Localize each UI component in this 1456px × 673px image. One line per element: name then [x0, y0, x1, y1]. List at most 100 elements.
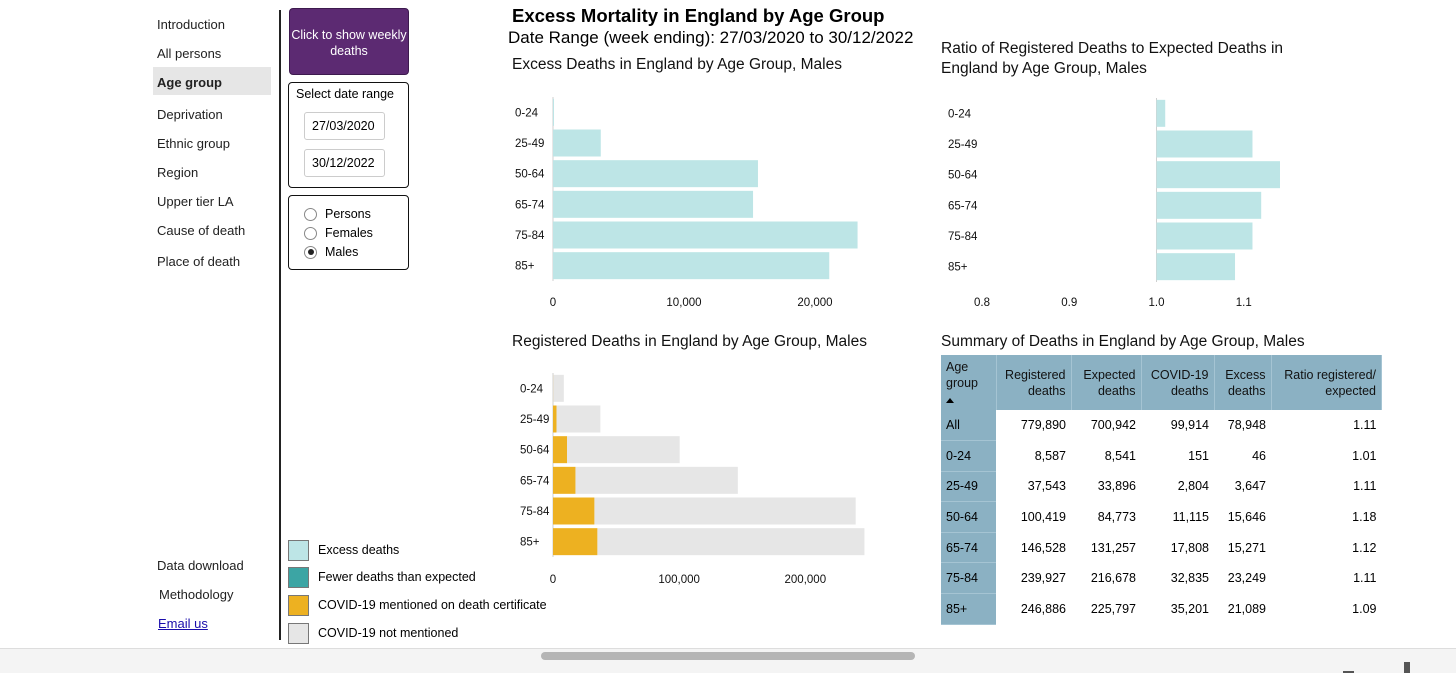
x-tick-label: 200,000 [785, 574, 827, 586]
bar-covid [553, 436, 568, 464]
bar [1156, 191, 1262, 219]
legend-swatch-not-covid [288, 622, 309, 644]
legend-item-fewer: Fewer deaths than expected [288, 566, 476, 588]
radio-persons-dot[interactable] [304, 207, 317, 221]
table-cell: 15,646 [1227, 510, 1266, 525]
col-expected[interactable]: Expected deaths [1071, 355, 1142, 410]
table-cell: 17,808 [1170, 540, 1209, 555]
category-label: 25-49 [520, 414, 549, 426]
start-date-input[interactable] [304, 112, 385, 140]
table-row: 65-74 146,528 131,257 17,808 15,271 1.12 [941, 532, 1382, 564]
horizontal-scrollbar[interactable] [0, 648, 1456, 673]
sidebar-item-upper-tier-la[interactable]: Upper tier LA [157, 194, 234, 209]
sidebar-item-all-persons[interactable]: All persons [157, 46, 222, 61]
table-cell: 84,773 [1097, 510, 1136, 525]
category-label: 25-49 [948, 139, 977, 151]
category-label: 50-64 [515, 169, 545, 181]
bar-not-covid [597, 528, 865, 556]
table-cell: 1.18 [1352, 510, 1377, 525]
category-label: 50-64 [520, 445, 550, 457]
sidebar-item-place-of-death[interactable]: Place of death [157, 254, 241, 269]
registered-deaths-chart: 0-24 25-49 50-64 65-74 75-84 85+ 0 100,000 200,0… [520, 373, 865, 586]
col-age-group[interactable]: Age group [941, 355, 997, 410]
sidebar-item-cause-of-death[interactable]: Cause of death [157, 223, 246, 238]
col-covid[interactable]: COVID-19 deaths [1141, 355, 1215, 410]
sidebar-item-age-group[interactable]: Age group [153, 67, 271, 95]
page-title: Excess Mortality in England by Age Group [512, 5, 885, 26]
sidebar-item-ethnic-group[interactable]: Ethnic group [157, 136, 230, 151]
table-header-row: Age group Registered deaths Expected deaths… [941, 355, 1382, 410]
bar [1156, 99, 1166, 127]
sidebar-item-region[interactable]: Region [157, 165, 199, 180]
x-tick-label: 100,000 [658, 574, 700, 586]
category-label: 85+ [520, 537, 540, 549]
legend-label-fewer: Fewer deaths than expected [318, 570, 476, 584]
category-label: 85+ [948, 262, 968, 274]
page-subtitle: Date Range (week ending): 27/03/2020 to … [508, 28, 914, 47]
end-date-input[interactable] [304, 149, 385, 177]
bar-covid [553, 466, 576, 494]
sidebar-item-deprivation[interactable]: Deprivation [157, 107, 223, 122]
table-cell: 35,201 [1170, 601, 1209, 616]
bar [1156, 222, 1253, 250]
radio-females-dot[interactable] [304, 226, 317, 240]
table-cell: 46 [1252, 448, 1266, 463]
table-cell: 151 [1188, 448, 1209, 463]
x-tick-label: 0 [550, 297, 556, 309]
email-us-label[interactable]: Email us [158, 616, 208, 631]
table-row: 75-84 239,927 216,678 32,835 23,249 1.11 [941, 562, 1382, 595]
table-row-label: 25-49 [941, 471, 996, 503]
bar-covid [553, 528, 598, 556]
bar [553, 160, 758, 188]
sort-asc-icon[interactable] [946, 397, 954, 403]
table-cell: 11,115 [1172, 510, 1209, 525]
bar-not-covid [567, 436, 680, 464]
ratio-chart: 0-24 25-49 50-64 65-74 75-84 85+ 0.8 0.9 1.0 1.1 [948, 98, 1280, 309]
x-tick-label: 0.9 [1061, 297, 1077, 309]
x-tick-label: 20,000 [797, 297, 832, 309]
table-cell: 37,543 [1027, 479, 1066, 494]
table-cell: 146,528 [1020, 540, 1066, 555]
table-cell: 225,797 [1090, 601, 1136, 616]
legend-item-not-covid: COVID-19 not mentioned [288, 622, 458, 644]
legend-swatch-fewer [288, 566, 309, 588]
radio-persons[interactable]: Persons [304, 206, 371, 222]
sidebar-nav: Introduction All persons Age group Depri… [0, 0, 280, 648]
legend-swatch-excess [288, 539, 309, 561]
sidebar-item-methodology[interactable]: Methodology [159, 587, 234, 602]
sidebar-item-data-download[interactable]: Data download [157, 558, 244, 573]
col-registered[interactable]: Registered deaths [996, 355, 1072, 410]
table-cell: 1.11 [1353, 479, 1377, 494]
window-corner-icon [1404, 662, 1410, 673]
col-excess[interactable]: Excess deaths [1214, 355, 1272, 410]
table-cell: 15,271 [1227, 540, 1266, 555]
email-us-link[interactable]: Email us [154, 608, 272, 636]
sidebar-item-introduction[interactable]: Introduction [157, 17, 225, 32]
summary-table: Age group Registered deaths Expected deaths… [941, 355, 1382, 625]
x-tick-label: 0.8 [974, 297, 990, 309]
legend-label-excess: Excess deaths [318, 543, 400, 557]
bar [1156, 253, 1236, 281]
table-cell: 32,835 [1170, 571, 1209, 586]
col-ratio[interactable]: Ratio registered/expected [1271, 355, 1382, 410]
radio-females-label: Females [325, 226, 373, 240]
registered-chart-title: Registered Deaths in England by Age Grou… [512, 333, 867, 350]
radio-males-dot[interactable] [304, 245, 317, 259]
bar [553, 190, 754, 218]
show-weekly-deaths-button[interactable]: Click to show weekly deaths [289, 8, 409, 75]
category-label: 85+ [515, 261, 535, 273]
sex-selector: Persons Females Males [288, 195, 409, 270]
scrollbar-thumb[interactable] [541, 652, 915, 660]
table-cell: 1.12 [1352, 540, 1377, 555]
bar-not-covid [553, 374, 564, 402]
table-cell: 21,089 [1227, 601, 1266, 616]
radio-males[interactable]: Males [304, 244, 358, 260]
bar [1156, 161, 1280, 189]
x-tick-label: 10,000 [666, 297, 701, 309]
bar [553, 98, 554, 126]
radio-females[interactable]: Females [304, 225, 373, 241]
legend-swatch-covid [288, 594, 309, 616]
category-label: 0-24 [520, 383, 544, 395]
legend-item-covid: COVID-19 mentioned on death certificate [288, 594, 547, 616]
table-row-label: All [941, 410, 996, 442]
